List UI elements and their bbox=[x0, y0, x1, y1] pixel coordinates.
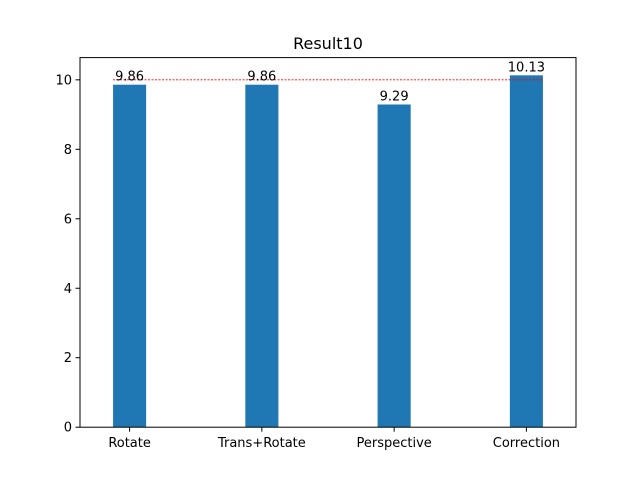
data-label: 10.13 bbox=[508, 60, 545, 75]
y-tick-label: 2 bbox=[64, 351, 72, 366]
y-tick-label: 0 bbox=[64, 421, 72, 436]
data-label: 9.29 bbox=[380, 89, 409, 104]
data-label: 9.86 bbox=[115, 70, 144, 85]
axes-frame bbox=[79, 57, 577, 428]
data-label: 9.86 bbox=[247, 70, 276, 85]
x-tick-label: Trans+Rotate bbox=[217, 436, 306, 451]
bar-trans-rotate bbox=[245, 84, 279, 428]
y-tick-label: 8 bbox=[64, 143, 72, 158]
plot-area: 9.86 9.86 9.29 10.13 0 2 4 6 8 10 Rotate Trans+Rota… bbox=[55, 57, 577, 451]
bar-correction bbox=[509, 75, 543, 428]
y-tick-label: 4 bbox=[64, 282, 72, 297]
chart-title: Result10 bbox=[293, 34, 363, 53]
bar-perspective bbox=[377, 104, 411, 428]
x-tick-label: Correction bbox=[493, 436, 560, 451]
bar-rotate bbox=[113, 84, 147, 428]
y-tick-label: 10 bbox=[55, 73, 72, 88]
x-tick-label: Perspective bbox=[356, 436, 431, 451]
x-tick-label: Rotate bbox=[108, 436, 151, 451]
y-tick-label: 6 bbox=[64, 212, 72, 227]
